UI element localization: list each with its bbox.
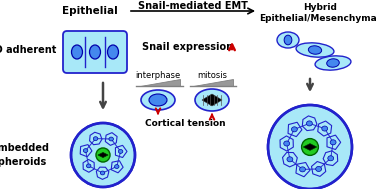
Ellipse shape: [291, 127, 297, 132]
Circle shape: [302, 139, 319, 155]
Ellipse shape: [83, 149, 88, 153]
Ellipse shape: [284, 141, 290, 146]
Ellipse shape: [89, 45, 101, 59]
Text: Snail expression: Snail expression: [143, 42, 234, 52]
Ellipse shape: [300, 167, 305, 172]
Polygon shape: [282, 153, 297, 167]
Polygon shape: [80, 145, 92, 157]
Polygon shape: [311, 162, 326, 176]
FancyBboxPatch shape: [63, 31, 127, 73]
Text: mitosis: mitosis: [197, 71, 227, 81]
Ellipse shape: [316, 167, 322, 171]
Ellipse shape: [277, 32, 299, 48]
Text: Embedded
spheroids: Embedded spheroids: [0, 143, 49, 167]
Text: Epithelial: Epithelial: [62, 6, 118, 16]
Ellipse shape: [72, 45, 83, 59]
Polygon shape: [202, 94, 222, 106]
Text: interphase: interphase: [135, 71, 181, 81]
Polygon shape: [98, 153, 108, 158]
Ellipse shape: [327, 59, 339, 67]
Polygon shape: [288, 122, 302, 137]
Polygon shape: [111, 161, 123, 173]
Ellipse shape: [195, 89, 229, 111]
Polygon shape: [115, 145, 127, 157]
Ellipse shape: [93, 137, 98, 141]
Text: Snail-mediated EMT: Snail-mediated EMT: [138, 1, 248, 11]
Text: Hybrid
Epithelial/Mesenchymal: Hybrid Epithelial/Mesenchymal: [259, 3, 377, 23]
Ellipse shape: [115, 165, 119, 168]
Ellipse shape: [284, 35, 292, 45]
Polygon shape: [105, 133, 117, 145]
Ellipse shape: [330, 140, 336, 145]
Polygon shape: [90, 132, 102, 145]
Ellipse shape: [109, 137, 113, 141]
Ellipse shape: [141, 90, 175, 110]
Polygon shape: [303, 144, 317, 150]
Ellipse shape: [287, 157, 293, 162]
Ellipse shape: [315, 56, 351, 70]
Circle shape: [71, 123, 135, 187]
Circle shape: [96, 148, 110, 162]
Polygon shape: [280, 136, 293, 151]
Ellipse shape: [107, 45, 118, 59]
Ellipse shape: [322, 126, 328, 131]
Ellipse shape: [328, 156, 334, 161]
Polygon shape: [296, 163, 310, 177]
Polygon shape: [193, 79, 233, 86]
Polygon shape: [327, 135, 341, 149]
Ellipse shape: [86, 164, 91, 168]
Ellipse shape: [118, 149, 123, 153]
Ellipse shape: [296, 43, 334, 57]
Circle shape: [268, 105, 352, 189]
Polygon shape: [318, 121, 332, 136]
Ellipse shape: [149, 94, 167, 106]
Ellipse shape: [308, 46, 322, 54]
Ellipse shape: [100, 171, 105, 175]
Polygon shape: [323, 151, 338, 166]
Polygon shape: [140, 79, 180, 86]
Polygon shape: [83, 160, 94, 172]
Polygon shape: [302, 116, 317, 131]
Text: 2D adherent: 2D adherent: [0, 45, 56, 55]
Text: Cortical tension: Cortical tension: [145, 119, 225, 129]
Polygon shape: [97, 167, 109, 179]
Ellipse shape: [307, 121, 312, 126]
